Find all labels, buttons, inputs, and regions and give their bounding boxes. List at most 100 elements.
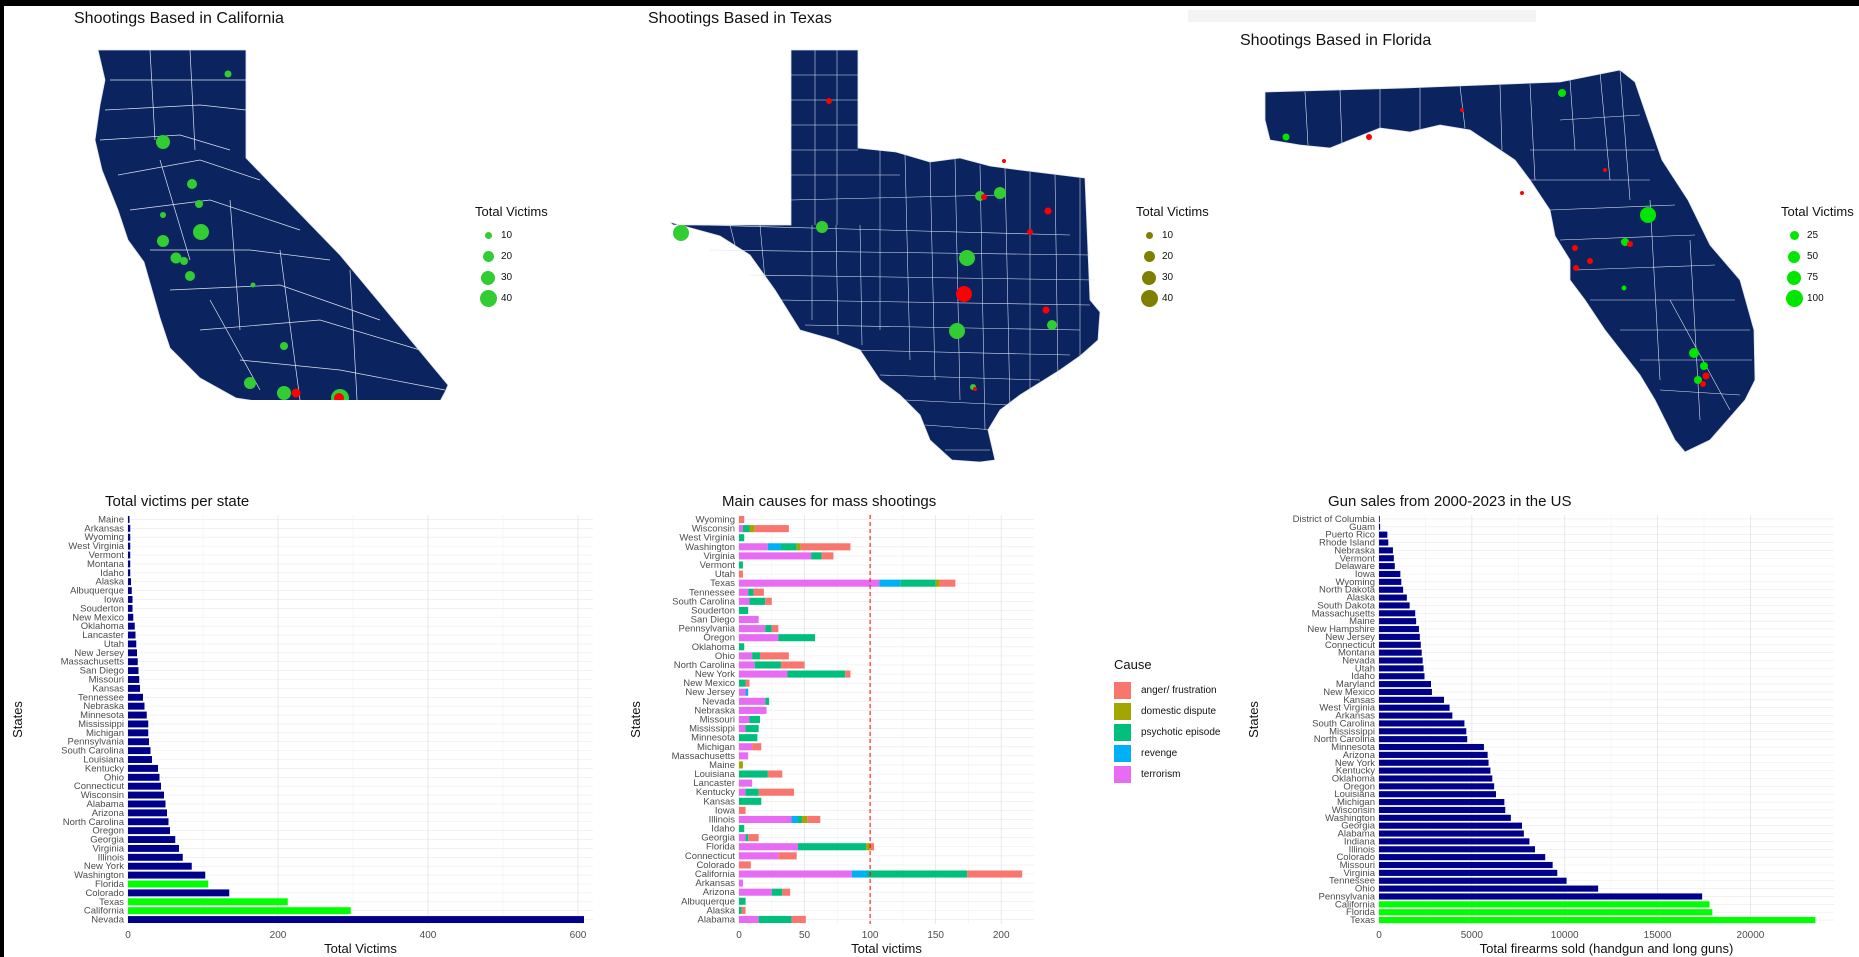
category-label: Alaska (95, 577, 124, 588)
bar-segment (739, 834, 746, 842)
bar-segment (935, 579, 940, 587)
bar (128, 738, 149, 746)
bar-segment (845, 670, 851, 678)
legend-item: 50 (1781, 246, 1854, 267)
cause-legend-item: terrorism (1114, 764, 1221, 785)
category-label: Texas (1350, 915, 1375, 926)
category-label: Oregon (92, 826, 124, 837)
bar (1379, 877, 1567, 884)
bar (1379, 704, 1450, 711)
texas-map-panel: Shootings Based in Texas Total Victims 1… (600, 0, 1220, 470)
bar-segment (739, 779, 753, 787)
legend-item: 10 (1136, 225, 1209, 246)
chart-title: Main causes for mass shootings (722, 493, 936, 510)
legend-label: 75 (1807, 272, 1819, 283)
bar-segment (739, 915, 759, 924)
category-label: Arizona (92, 808, 125, 819)
bar (1379, 791, 1496, 798)
bar (1379, 618, 1417, 625)
category-label: Mississippi (78, 719, 124, 730)
category-label: Nevada (91, 915, 124, 926)
bar (1379, 838, 1530, 845)
x-axis-title: Total firearms sold (handgun and long gu… (1480, 941, 1734, 956)
bar-segment (739, 579, 880, 587)
category-label: Oregon (1343, 781, 1375, 792)
bar-segment (745, 679, 750, 687)
legend-label: revenge (1141, 748, 1178, 759)
category-label: Utah (104, 639, 124, 650)
bar (128, 711, 147, 719)
category-label: District of Columbia (1293, 514, 1376, 525)
category-label: Louisiana (1334, 789, 1375, 800)
bar-segment (739, 552, 812, 560)
bar (1379, 720, 1465, 727)
bar (1379, 578, 1402, 585)
bar-segment (765, 697, 770, 705)
bar (1379, 712, 1453, 719)
category-label: San Diego (691, 615, 735, 626)
bar-segment (739, 706, 767, 714)
bar-segment (739, 897, 746, 905)
bar (1379, 523, 1381, 530)
bar-segment (967, 870, 1023, 878)
bar-segment (739, 688, 746, 696)
legend-label: 100 (1807, 293, 1824, 304)
legend-swatch (1114, 682, 1131, 699)
bar (128, 613, 134, 621)
california-legend: Total Victims 10 20 30 40 (475, 204, 548, 309)
causes-chart: Main causes for mass shootings WyomingWis… (628, 493, 1034, 956)
bar-segment (739, 797, 762, 805)
bar-segment (754, 661, 781, 669)
bar-segment (778, 634, 816, 642)
category-label: West Virginia (68, 541, 124, 552)
bar (1379, 696, 1444, 703)
legend-swatch (1114, 703, 1131, 720)
legend-item: 20 (1136, 246, 1209, 267)
bar-segment (753, 588, 764, 596)
texas-shape (669, 49, 1101, 463)
bar-segment (758, 915, 792, 924)
category-label: Texas (99, 897, 124, 908)
california-shape (94, 49, 449, 400)
bar (1379, 736, 1468, 743)
category-label: Oklahoma (692, 642, 736, 653)
bar-segment (739, 570, 743, 578)
category-label: Oregon (703, 633, 735, 644)
bar (1379, 649, 1422, 656)
texas-county-grid (699, 50, 1096, 451)
bar-segment (745, 834, 749, 842)
bar (1379, 893, 1703, 900)
bar-segment (749, 715, 760, 724)
bar-segment (752, 743, 762, 751)
bar (1379, 633, 1420, 640)
bar-segment (739, 870, 852, 878)
bar (128, 640, 137, 648)
category-label: Florida (95, 879, 125, 890)
bar (128, 756, 152, 763)
category-label: Pennsylvania (678, 624, 735, 635)
category-label: Arkansas (695, 878, 735, 889)
bar-segment (739, 743, 753, 751)
category-label: Michigan (86, 728, 124, 739)
bar-segment (765, 625, 772, 633)
legend-swatch (1114, 745, 1131, 762)
category-label: Idaho (711, 824, 735, 835)
category-label: South Carolina (61, 746, 125, 757)
bar (128, 667, 139, 675)
category-label: Kentucky (85, 763, 124, 774)
bar-segment (739, 761, 743, 769)
bar (1379, 901, 1710, 908)
bar (1379, 539, 1389, 546)
bar (1379, 586, 1404, 593)
category-label: North Dakota (1319, 585, 1376, 596)
bar-segment (801, 815, 808, 824)
bar-segment (798, 843, 867, 851)
bar (128, 649, 137, 657)
category-label: New Mexico (72, 612, 124, 623)
bar-segment (778, 852, 797, 860)
bar (1379, 681, 1431, 688)
bar-segment (739, 661, 755, 669)
bar-segment (739, 770, 768, 778)
bar (1379, 547, 1393, 554)
bar-segment (739, 588, 749, 596)
